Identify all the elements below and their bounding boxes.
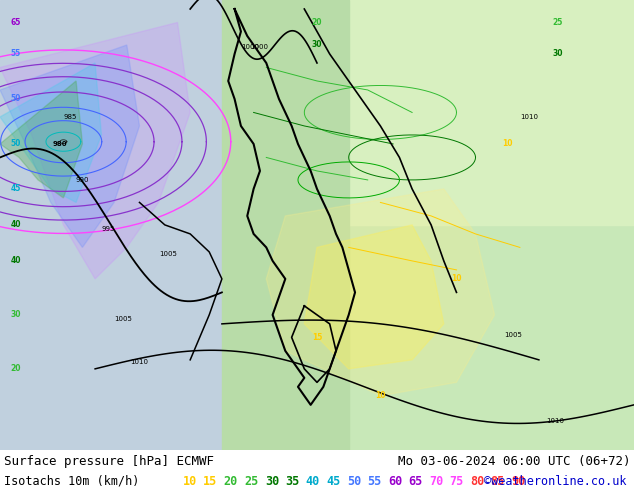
Text: 55: 55 [11, 49, 21, 58]
Polygon shape [222, 0, 349, 450]
Text: 80: 80 [470, 475, 484, 488]
Text: 30: 30 [11, 310, 21, 319]
Text: 45: 45 [327, 475, 340, 488]
Text: 35: 35 [285, 475, 300, 488]
Polygon shape [0, 45, 139, 247]
Text: 1010: 1010 [131, 359, 148, 365]
Text: 1005: 1005 [159, 251, 177, 257]
Text: Surface pressure [hPa] ECMWF: Surface pressure [hPa] ECMWF [4, 455, 214, 467]
Text: 10: 10 [502, 140, 512, 148]
Text: ©weatheronline.co.uk: ©weatheronline.co.uk [484, 475, 626, 488]
Text: 70: 70 [429, 475, 443, 488]
Text: 50: 50 [11, 95, 21, 103]
Text: 60: 60 [388, 475, 402, 488]
Polygon shape [0, 23, 190, 279]
Text: 1005: 1005 [115, 317, 133, 322]
Text: 10: 10 [375, 392, 385, 400]
Text: 990: 990 [75, 177, 89, 183]
Text: 30: 30 [553, 49, 563, 58]
Text: 1000: 1000 [250, 44, 268, 50]
Polygon shape [266, 189, 495, 396]
Text: 55: 55 [367, 475, 382, 488]
Text: 30: 30 [265, 475, 279, 488]
Text: 20: 20 [11, 365, 21, 373]
Text: Isotachs 10m (km/h): Isotachs 10m (km/h) [4, 475, 139, 488]
Text: 20: 20 [312, 18, 322, 27]
Polygon shape [349, 0, 634, 225]
Text: 1010: 1010 [521, 114, 538, 120]
Text: 15: 15 [204, 475, 217, 488]
Text: 25: 25 [553, 18, 563, 27]
Polygon shape [0, 81, 82, 198]
Polygon shape [304, 225, 444, 369]
Text: 10: 10 [451, 274, 462, 283]
Text: 90: 90 [511, 475, 525, 488]
Text: 985: 985 [63, 114, 77, 120]
Text: 25: 25 [244, 475, 259, 488]
Polygon shape [0, 0, 241, 450]
Text: 40: 40 [306, 475, 320, 488]
Text: 15: 15 [312, 333, 322, 342]
Text: 1000: 1000 [242, 44, 259, 50]
Text: 85: 85 [490, 475, 505, 488]
Text: 10: 10 [183, 475, 197, 488]
Text: 65: 65 [408, 475, 423, 488]
Text: 995: 995 [101, 226, 115, 232]
Text: 50: 50 [11, 140, 21, 148]
Text: 1010: 1010 [546, 417, 564, 423]
Text: 20: 20 [224, 475, 238, 488]
Text: 40: 40 [11, 220, 21, 229]
Text: Mo 03-06-2024 06:00 UTC (06+72): Mo 03-06-2024 06:00 UTC (06+72) [398, 455, 630, 467]
Polygon shape [0, 63, 101, 202]
Text: 75: 75 [450, 475, 463, 488]
Text: 65: 65 [11, 18, 21, 27]
Text: 30: 30 [312, 41, 322, 49]
Text: 50: 50 [347, 475, 361, 488]
Polygon shape [241, 0, 634, 450]
Text: 40: 40 [11, 256, 21, 266]
Text: 980: 980 [53, 141, 68, 147]
Text: 45: 45 [11, 184, 21, 194]
Text: 1005: 1005 [505, 332, 522, 338]
